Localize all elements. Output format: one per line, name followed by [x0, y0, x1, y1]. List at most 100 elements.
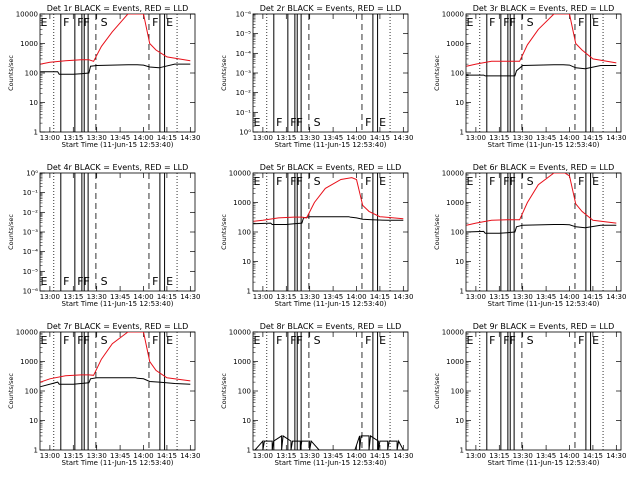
flag-letter: S	[101, 334, 108, 347]
x-tick-label: 13:30	[87, 134, 107, 142]
panel-title: Det 5r BLACK = Events, RED = LLD	[260, 163, 402, 172]
flag-letter: F	[365, 175, 371, 188]
x-tick-label: 13:45	[323, 452, 343, 460]
x-tick-label: 13:15	[276, 134, 296, 142]
panel-det-2: Det 2r BLACK = Events, RED = LLD 10⁰ 10⁻¹ 1…	[220, 4, 413, 149]
x-tick-label: 13:15	[276, 293, 296, 301]
y-tick-label: 100	[451, 229, 464, 237]
y-tick-label: 1000	[233, 199, 251, 207]
flag-letter: F	[578, 16, 584, 29]
series-events-line	[40, 63, 191, 75]
x-tick-label: 13:15	[63, 452, 83, 460]
flag-letter: S	[101, 16, 108, 29]
y-tick-label: 10⁻²	[236, 89, 252, 97]
y-tick-label: 10⁻³	[236, 70, 252, 78]
x-tick-label: 14:00	[559, 134, 579, 142]
x-tick-label: 14:15	[157, 134, 177, 142]
flag-letter: E	[254, 334, 261, 347]
x-tick-label: 14:00	[346, 452, 366, 460]
y-tick-label: 10	[455, 258, 464, 266]
y-tick-label: 1000	[233, 358, 251, 366]
flag-letter: FF	[290, 175, 303, 188]
plot-frame	[465, 172, 622, 292]
y-axis-label: Counts/sec	[433, 55, 441, 91]
x-tick-label: 13:30	[87, 452, 107, 460]
flag-letter: E	[592, 334, 599, 347]
y-axis-label: Counts/sec	[7, 373, 15, 409]
x-tick-label: 13:45	[110, 452, 130, 460]
panel-det-3: Det 3r BLACK = Events, RED = LLD 1 10 100 10…	[433, 4, 626, 149]
x-tick-label: 14:15	[370, 134, 390, 142]
panel-det-5: Det 5r BLACK = Events, RED = LLD 1 10 100 10…	[220, 163, 413, 308]
flag-letter: E	[166, 334, 173, 347]
y-axis-label: Counts/sec	[433, 214, 441, 250]
flag-letter: E	[41, 16, 48, 29]
y-tick-label: 10	[242, 417, 251, 425]
x-tick-label: 13:00	[40, 134, 60, 142]
flag-letter: E	[379, 175, 386, 188]
flag-letter: F	[152, 16, 158, 29]
y-tick-label: 1	[460, 129, 464, 137]
x-axis-label: Start Time (11-Jun-15 12:53:40)	[488, 300, 600, 308]
x-tick-label: 13:00	[40, 452, 60, 460]
panel-det-4: Det 4r BLACK = Events, RED = LLD 10⁻⁶ 10⁻⁵…	[7, 163, 200, 308]
flag-letter: S	[314, 334, 321, 347]
x-tick-label: 14:15	[157, 452, 177, 460]
flag-letter: F	[276, 116, 282, 129]
x-tick-label: 13:30	[513, 293, 533, 301]
x-tick-label: 14:30	[180, 134, 200, 142]
x-tick-label: 13:15	[489, 134, 509, 142]
flag-letter: FF	[290, 116, 303, 129]
flag-letter: E	[41, 275, 48, 288]
y-tick-label: 100	[25, 388, 38, 396]
x-tick-label: 13:45	[110, 134, 130, 142]
flag-letter: E	[467, 175, 474, 188]
x-tick-label: 14:00	[559, 452, 579, 460]
flag-letter: E	[592, 16, 599, 29]
x-tick-label: 13:30	[300, 134, 320, 142]
flag-letter: F	[365, 116, 371, 129]
y-axis-label: Counts/sec	[433, 373, 441, 409]
x-tick-label: 14:00	[346, 293, 366, 301]
flag-letter: F	[489, 175, 495, 188]
x-axis-label: Start Time (11-Jun-15 12:53:40)	[275, 459, 387, 467]
y-tick-label: 10	[242, 258, 251, 266]
x-axis-label: Start Time (11-Jun-15 12:53:40)	[488, 459, 600, 467]
y-tick-label: 10000	[16, 11, 38, 19]
panel-title: Det 8r BLACK = Events, RED = LLD	[260, 322, 402, 331]
flag-letter: E	[254, 175, 261, 188]
flag-letter: E	[166, 16, 173, 29]
panel-det-9: Det 9r BLACK = Events, RED = LLD 1 10 100 10…	[433, 322, 626, 467]
panel-title: Det 9r BLACK = Events, RED = LLD	[473, 322, 615, 331]
y-axis-label: Counts/sec	[7, 214, 15, 250]
y-axis-label: Counts/sec	[220, 55, 228, 91]
flag-letter: S	[527, 16, 534, 29]
y-tick-label: 10⁻⁶	[236, 11, 252, 19]
plot-frame	[252, 13, 409, 133]
x-tick-label: 14:15	[370, 293, 390, 301]
y-tick-label: 10	[29, 99, 38, 107]
y-tick-label: 10000	[229, 170, 251, 178]
x-tick-label: 13:15	[489, 452, 509, 460]
y-tick-label: 10⁻⁴	[23, 248, 39, 256]
flag-letter: F	[276, 334, 282, 347]
y-tick-label: 100	[451, 70, 464, 78]
panel-title: Det 3r BLACK = Events, RED = LLD	[473, 4, 615, 13]
plot-frame	[39, 331, 196, 451]
y-tick-label: 10000	[16, 329, 38, 337]
flag-letter: E	[254, 116, 261, 129]
y-tick-label: 10	[455, 417, 464, 425]
x-tick-label: 14:30	[606, 452, 626, 460]
flag-letter: F	[489, 16, 495, 29]
y-tick-label: 1	[34, 447, 38, 455]
flag-letter: E	[467, 334, 474, 347]
flag-letter: FF	[503, 334, 516, 347]
x-tick-label: 14:00	[559, 293, 579, 301]
x-axis-label: Start Time (11-Jun-15 12:53:40)	[62, 141, 174, 149]
x-tick-label: 13:45	[536, 134, 556, 142]
flag-letter: F	[489, 334, 495, 347]
x-tick-label: 13:45	[536, 452, 556, 460]
panel-det-1: Det 1r BLACK = Events, RED = LLD 1 10 100 10…	[7, 4, 200, 149]
series-events-line	[466, 64, 617, 77]
flag-letter: FF	[77, 16, 90, 29]
